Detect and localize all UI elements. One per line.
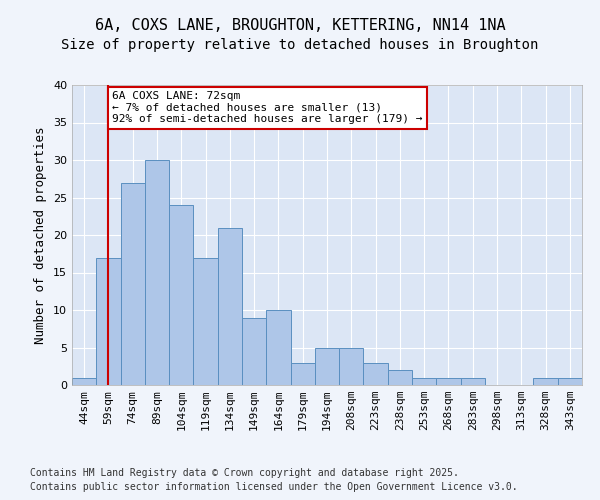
Bar [461, 378, 485, 385]
Bar [412, 378, 436, 385]
Bar [315, 348, 339, 385]
Text: 6A, COXS LANE, BROUGHTON, KETTERING, NN14 1NA: 6A, COXS LANE, BROUGHTON, KETTERING, NN1… [95, 18, 505, 32]
Text: 6A COXS LANE: 72sqm
← 7% of detached houses are smaller (13)
92% of semi-detache: 6A COXS LANE: 72sqm ← 7% of detached hou… [112, 91, 422, 124]
Text: Contains public sector information licensed under the Open Government Licence v3: Contains public sector information licen… [30, 482, 518, 492]
Bar [364, 362, 388, 385]
Bar [339, 348, 364, 385]
Bar [242, 318, 266, 385]
Bar [121, 182, 145, 385]
Y-axis label: Number of detached properties: Number of detached properties [34, 126, 47, 344]
Bar [218, 228, 242, 385]
Bar [436, 378, 461, 385]
Text: Size of property relative to detached houses in Broughton: Size of property relative to detached ho… [61, 38, 539, 52]
Bar [266, 310, 290, 385]
Text: Contains HM Land Registry data © Crown copyright and database right 2025.: Contains HM Land Registry data © Crown c… [30, 468, 459, 477]
Bar [169, 205, 193, 385]
Bar [145, 160, 169, 385]
Bar [388, 370, 412, 385]
Bar [533, 378, 558, 385]
Bar [96, 258, 121, 385]
Bar [290, 362, 315, 385]
Bar [193, 258, 218, 385]
Bar [72, 378, 96, 385]
Bar [558, 378, 582, 385]
